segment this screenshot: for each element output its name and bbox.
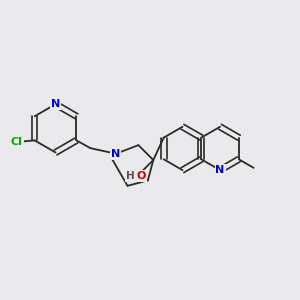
Text: H: H <box>126 171 135 181</box>
Text: N: N <box>111 149 121 159</box>
Text: N: N <box>51 99 60 109</box>
Text: Cl: Cl <box>11 137 22 147</box>
Text: O: O <box>136 171 146 181</box>
Text: N: N <box>215 165 225 175</box>
